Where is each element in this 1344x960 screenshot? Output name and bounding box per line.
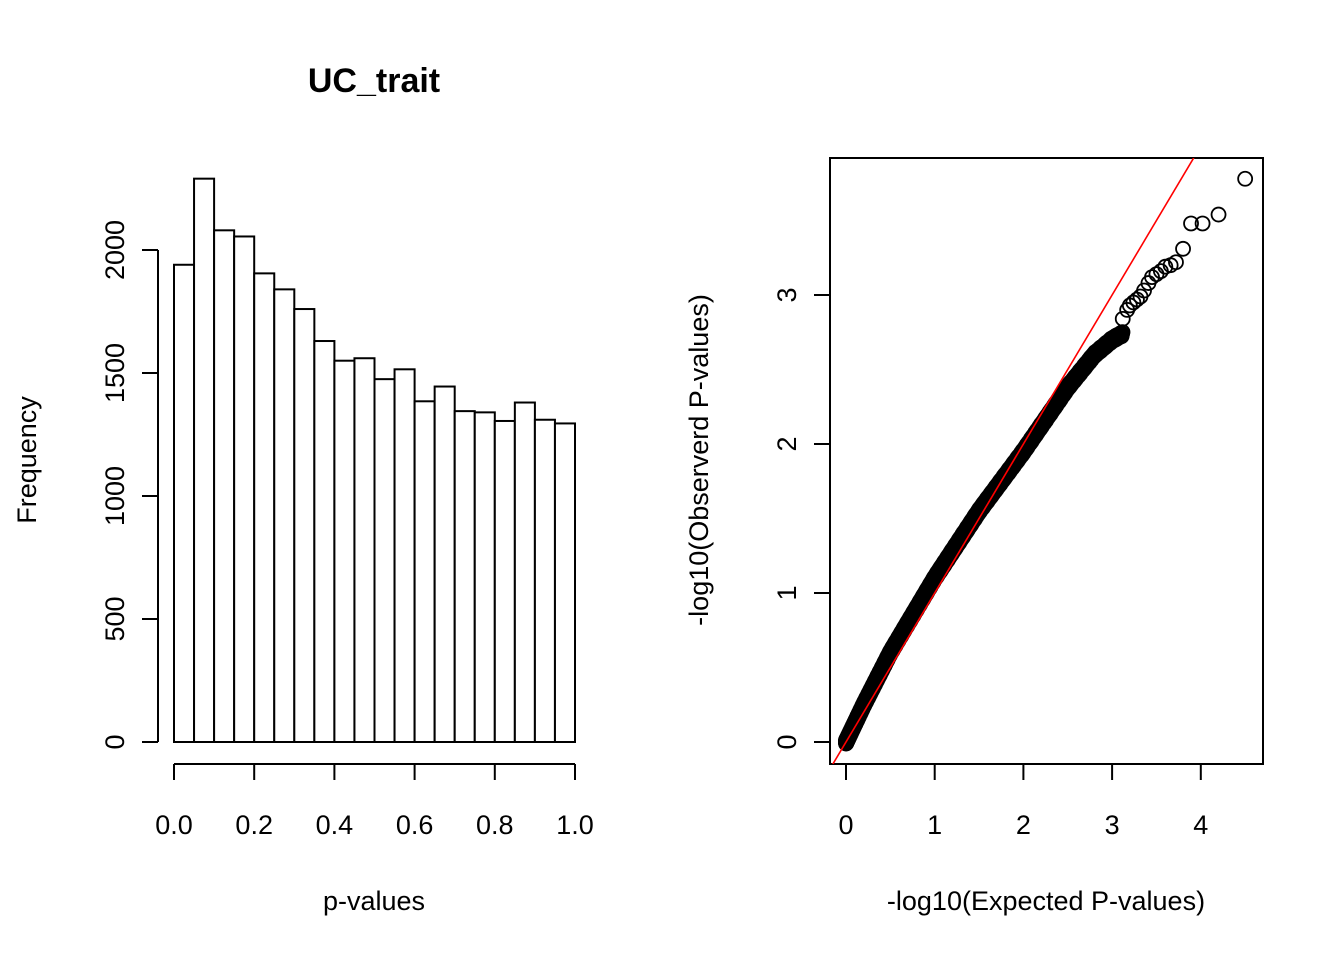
histogram-bar bbox=[253, 272, 276, 743]
qq-point bbox=[1237, 170, 1254, 187]
qq-x-axis-label: -log10(Expected P-values) bbox=[887, 886, 1205, 916]
qq-x-tick-label: 3 bbox=[1105, 810, 1120, 840]
histogram-bar bbox=[293, 308, 316, 743]
histogram-bar bbox=[313, 340, 336, 743]
qq-y-axis: 0 1 2 3 bbox=[772, 287, 831, 750]
qq-point bbox=[1210, 206, 1227, 223]
histogram-y-axis: 0 500 1000 1500 2000 bbox=[100, 220, 159, 750]
qq-points bbox=[838, 170, 1254, 752]
histogram-y-tick-label: 500 bbox=[100, 596, 130, 641]
qq-reference-line bbox=[831, 158, 1195, 764]
histogram-panel: UC_trait p-values Frequency 0.0 0.2 0.4 0.6… bbox=[12, 62, 594, 916]
qq-x-tick-label: 1 bbox=[927, 810, 942, 840]
histogram-bar bbox=[193, 177, 216, 744]
qq-x-tick-label: 2 bbox=[1016, 810, 1031, 840]
histogram-x-tick-label: 0.2 bbox=[235, 810, 273, 840]
qq-point bbox=[1183, 215, 1199, 232]
qq-point bbox=[1194, 215, 1211, 232]
histogram-bar bbox=[533, 418, 556, 743]
histogram-x-tick-label: 0.0 bbox=[155, 810, 193, 840]
histogram-bar bbox=[333, 359, 356, 743]
histogram-bar bbox=[393, 368, 416, 743]
qq-plot-panel: -log10(Expected P-values) -log10(Observe… bbox=[684, 157, 1264, 916]
histogram-bar bbox=[273, 288, 296, 743]
qq-x-tick-label: 0 bbox=[838, 810, 853, 840]
histogram-bar bbox=[213, 229, 236, 743]
histogram-bar bbox=[453, 410, 476, 743]
qq-point bbox=[1168, 254, 1184, 271]
histogram-bar bbox=[173, 263, 196, 743]
histogram-x-axis: 0.0 0.2 0.4 0.6 0.8 1.0 bbox=[155, 763, 594, 840]
histogram-x-tick-label: 0.8 bbox=[476, 810, 514, 840]
histogram-bar bbox=[493, 419, 516, 743]
qq-x-axis: 0 1 2 3 4 bbox=[838, 763, 1208, 840]
qq-point bbox=[1175, 240, 1191, 257]
qq-y-tick-label: 1 bbox=[772, 585, 802, 600]
histogram-title: UC_trait bbox=[308, 62, 440, 100]
histogram-y-tick-label: 1500 bbox=[100, 343, 130, 403]
histogram-bars bbox=[173, 177, 577, 744]
histogram-y-axis-label: Frequency bbox=[12, 396, 42, 524]
qq-y-tick-label: 3 bbox=[772, 287, 802, 302]
qq-y-tick-label: 2 bbox=[772, 436, 802, 451]
histogram-bar bbox=[353, 357, 376, 743]
histogram-y-tick-label: 0 bbox=[100, 734, 130, 749]
histogram-x-tick-label: 1.0 bbox=[556, 810, 594, 840]
histogram-bar bbox=[473, 411, 496, 743]
histogram-bar bbox=[413, 400, 436, 743]
histogram-y-tick-label: 1000 bbox=[100, 466, 130, 526]
histogram-x-tick-label: 0.4 bbox=[316, 810, 354, 840]
histogram-bar bbox=[513, 401, 536, 743]
qq-point bbox=[1114, 310, 1131, 327]
histogram-bar bbox=[373, 378, 396, 743]
histogram-bar bbox=[433, 385, 456, 743]
histogram-x-axis-label: p-values bbox=[323, 886, 425, 916]
histogram-x-tick-label: 0.6 bbox=[396, 810, 434, 840]
qq-y-axis-label: -log10(Observerd P-values) bbox=[684, 294, 714, 626]
qq-plot-frame bbox=[829, 157, 1264, 765]
histogram-bar bbox=[233, 235, 256, 743]
histogram-y-tick-label: 2000 bbox=[100, 220, 130, 280]
qq-x-tick-label: 4 bbox=[1193, 810, 1208, 840]
qq-y-tick-label: 0 bbox=[772, 734, 802, 749]
histogram-bar bbox=[553, 422, 577, 743]
